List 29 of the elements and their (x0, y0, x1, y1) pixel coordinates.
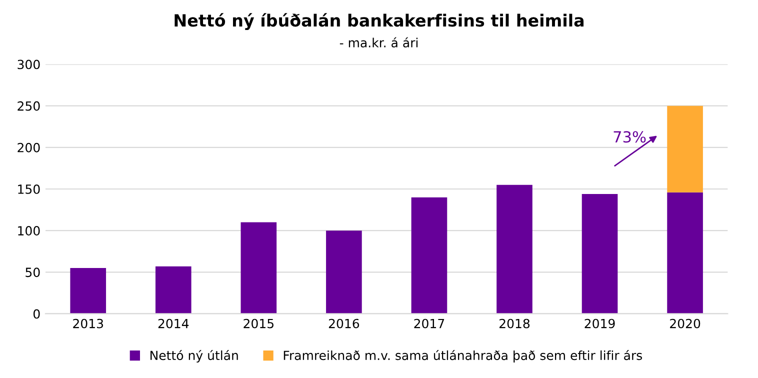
annotation: 73% (614, 131, 646, 143)
y-tick-label: 100 (18, 226, 40, 236)
y-tick-label: 200 (18, 142, 40, 152)
bar (582, 194, 618, 314)
chart-subtitle: - ma.kr. á ári (340, 37, 418, 48)
y-tick-label: 150 (18, 184, 40, 194)
x-tick-label: 2017 (414, 318, 444, 328)
bar (326, 230, 362, 314)
x-tick-label: 2019 (584, 318, 615, 328)
bar (496, 184, 532, 314)
bar (411, 197, 448, 314)
x-tick-label: 2018 (500, 318, 530, 328)
bar (70, 268, 106, 314)
x-tick-label: 2014 (158, 318, 189, 328)
legend-label: Nettó ný útlán (150, 350, 238, 363)
bar (667, 192, 703, 314)
bar (155, 266, 192, 314)
bar (240, 222, 277, 314)
legend-label: Framreiknað m.v. sama útlánahraða það sem eftir lifir árs (284, 350, 642, 363)
chart-title: Nettó ný íbúðalán bankakerfisins til heimila (174, 13, 584, 30)
x-tick-label: 2013 (73, 318, 104, 328)
y-tick-label: 50 (26, 268, 40, 278)
bar (667, 106, 703, 192)
y-tick-label: 0 (33, 309, 40, 319)
x-tick-label: 2016 (328, 318, 360, 328)
x-tick-label: 2015 (244, 318, 274, 328)
y-tick-label: 250 (18, 101, 40, 111)
y-tick-label: 300 (18, 60, 40, 70)
x-tick-label: 2020 (670, 318, 700, 328)
